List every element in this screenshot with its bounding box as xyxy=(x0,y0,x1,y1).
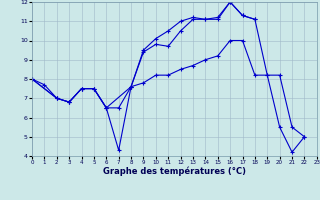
X-axis label: Graphe des températures (°C): Graphe des températures (°C) xyxy=(103,167,246,176)
